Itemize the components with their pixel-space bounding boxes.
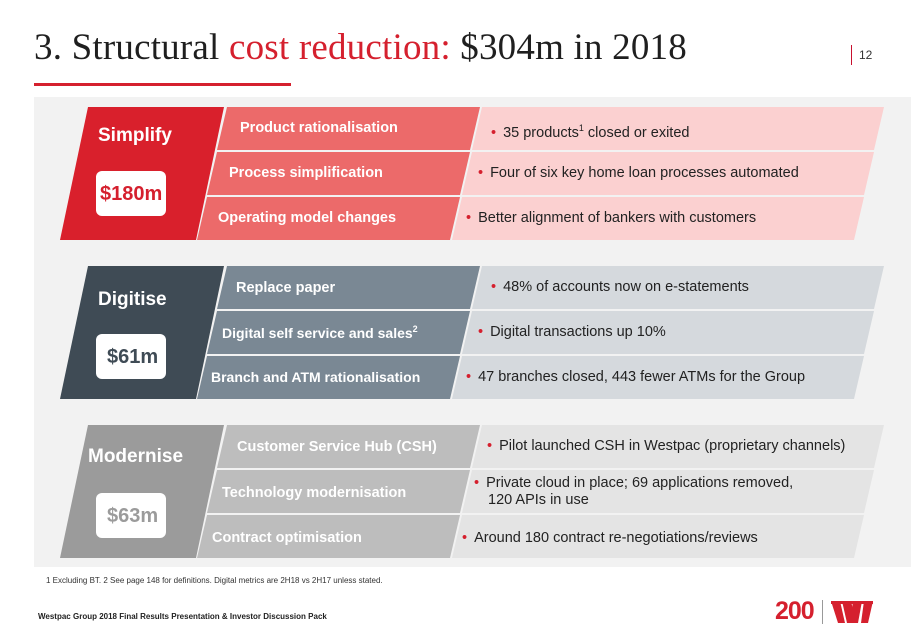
modernise-row-3-label-bg: [197, 515, 460, 558]
simplify-row-2-label-bg: [207, 152, 470, 195]
simplify-title: Simplify: [98, 125, 172, 146]
westpac-w-logo-icon: [831, 601, 873, 623]
simplify-row-3-label-bg: [197, 197, 460, 240]
modernise-row-3-bullet-bg: [452, 515, 864, 558]
digitise-row-1-label: Replace paper: [236, 280, 336, 296]
simplify-row-2-bullet: • Four of six key home loan processes aut…: [478, 165, 799, 181]
simplify-row-1-label-bg: [217, 107, 480, 150]
modernise-amount-box: [96, 493, 166, 538]
simplify-row-1-label: Product rationalisation: [240, 120, 398, 136]
digitise-row-2-bullet: • Digital transactions up 10%: [478, 324, 666, 340]
simplify-amount: $180m: [100, 183, 163, 205]
digitise-row-3-label: Branch and ATM rationalisation: [211, 369, 421, 385]
modernise-row-1-bullet-bg: [472, 425, 884, 468]
footer-text: Westpac Group 2018 Final Results Present…: [38, 612, 327, 621]
modernise-row-1-label: Customer Service Hub (CSH): [237, 439, 437, 455]
page-title: 3. Structural cost reduction: $304m in 2…: [34, 27, 687, 68]
modernise-row-2-bullet: • Private cloud in place; 69 applications…: [474, 475, 794, 508]
digitise-amount-box: [96, 334, 166, 379]
digitise-row-2-bullet-bg: [462, 311, 874, 354]
modernise-row-2-label-bg: [207, 470, 470, 513]
modernise-row-3-bullet: • Around 180 contract re-negotiations/rev…: [462, 530, 758, 546]
page-number-divider: [851, 45, 852, 65]
page-number: 12: [859, 48, 873, 62]
simplify-amount-box: [96, 171, 166, 216]
digitise-block: [60, 266, 224, 399]
200-years-logo: 200: [775, 597, 815, 625]
digitise-row-1-bullet: • 48% of accounts now on e-statements: [491, 279, 749, 295]
title-underline: [34, 83, 291, 86]
digitise-row-2-label: Digital self service and sales2: [222, 324, 418, 341]
simplify-row-2-bullet-bg: [462, 152, 874, 195]
modernise-row-2-label: Technology modernisation: [222, 485, 407, 501]
digitise-row-2-label-bg: [207, 311, 470, 354]
digitise-row-3-bullet-bg: [452, 356, 864, 399]
simplify-row-3-label: Operating model changes: [218, 210, 397, 226]
modernise-row-2-bullet-bg: [462, 470, 874, 513]
modernise-row-1-label-bg: [217, 425, 480, 468]
digitise-row-3-label-bg: [197, 356, 460, 399]
simplify-row-1-bullet-bg: [472, 107, 884, 150]
modernise-title: Modernise: [88, 446, 184, 467]
digitise-title: Digitise: [98, 289, 167, 310]
logo-divider: [822, 600, 823, 624]
digitise-row-1-bullet-bg: [472, 266, 884, 309]
digitise-row-1-label-bg: [217, 266, 480, 309]
modernise-amount: $63m: [107, 505, 159, 527]
modernise-row-1-bullet: • Pilot launched CSH in Westpac (propriet…: [487, 438, 846, 454]
simplify-row-3-bullet-bg: [452, 197, 864, 240]
digitise-amount: $61m: [107, 346, 159, 368]
simplify-row-2-label: Process simplification: [229, 165, 383, 181]
simplify-row-3-bullet: • Better alignment of bankers with custom…: [466, 210, 757, 226]
modernise-row-3-label: Contract optimisation: [212, 530, 362, 546]
simplify-row-1-bullet: • 35 products1 closed or exited: [491, 123, 690, 141]
footnote: 1 Excluding BT. 2 See page 148 for defin…: [46, 576, 383, 585]
digitise-row-3-bullet: • 47 branches closed, 443 fewer ATMs for …: [466, 369, 806, 385]
modernise-block: [60, 425, 224, 558]
